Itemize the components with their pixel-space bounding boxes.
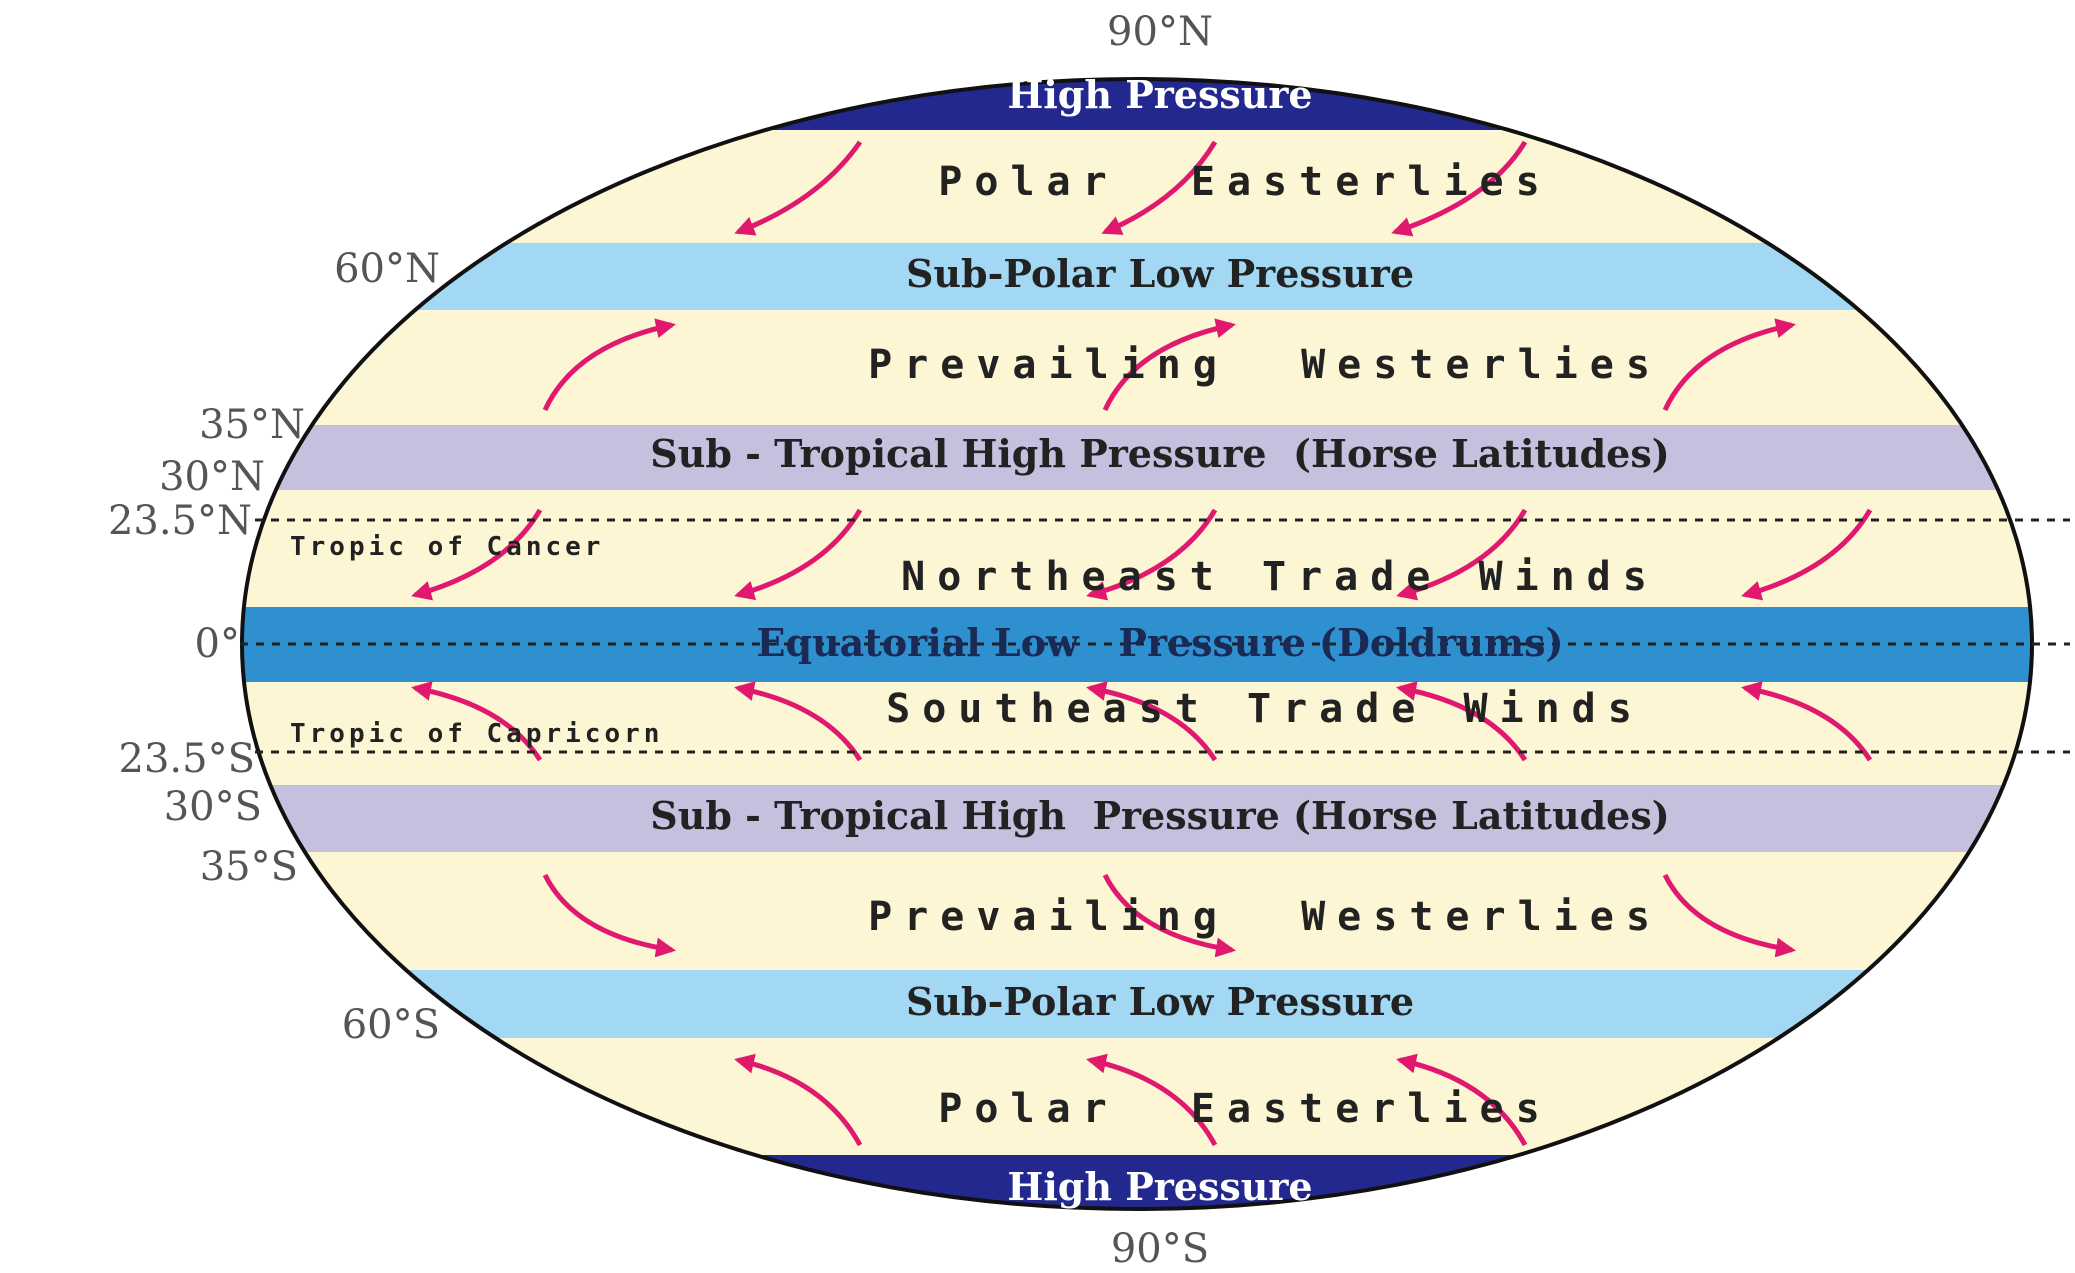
north-pole-label: 90°N <box>1107 9 1213 55</box>
south-subpolar-low-label: Sub-Polar Low Pressure <box>906 979 1414 1024</box>
north-high-pressure-label: High Pressure <box>1007 72 1312 117</box>
south-polar-easterlies-label: Polar Easterlies <box>938 1086 1551 1132</box>
tropic-of-cancer-label: Tropic of Cancer <box>290 532 604 562</box>
arrow-south-polar-2 <box>1086 1053 1218 1147</box>
south-subpolar-low-band <box>242 970 2032 1038</box>
north-prevailing-westerlies-label: Prevailing Westerlies <box>868 342 1662 388</box>
arrow-north-polar-1 <box>734 140 863 236</box>
arrow-south-westerly-2 <box>1102 873 1236 958</box>
arrow-north-polar-3 <box>1391 140 1528 237</box>
arrow-north-westerly-1 <box>542 318 676 412</box>
north-subtropical-high-label: Sub - Tropical High Pressure (Horse Lati… <box>650 431 1669 476</box>
arrow-se-trade-1 <box>411 681 543 762</box>
latitude-23s-label: 23.5°S <box>119 736 255 782</box>
north-subpolar-low-label: Sub-Polar Low Pressure <box>906 251 1414 296</box>
latitude-35s-label: 35°S <box>200 844 298 890</box>
south-prevailing-westerlies-label: Prevailing Westerlies <box>868 894 1662 940</box>
arrow-south-polar-3 <box>1396 1053 1528 1147</box>
tropic-of-capricorn-label: Tropic of Capricorn <box>290 719 663 749</box>
arrow-se-trade-5 <box>1741 681 1873 762</box>
south-subtropical-high-label: Sub - Tropical High Pressure (Horse Lati… <box>650 793 1669 838</box>
latitude-60n-label: 60°N <box>334 246 440 292</box>
arrow-south-westerly-3 <box>1662 873 1796 958</box>
wind-arrows <box>411 140 1873 1147</box>
arrow-north-westerly-2 <box>1102 318 1236 412</box>
arrow-ne-trade-2 <box>734 508 863 601</box>
latitude-23n-label: 23.5°N <box>108 498 252 544</box>
south-high-pressure-label: High Pressure <box>1007 1164 1312 1209</box>
northeast-trade-winds-label: Northeast Trade Winds <box>901 554 1659 600</box>
equatorial-low-label: Equatorial Low Pressure (Doldrums) <box>756 620 1563 665</box>
arrow-ne-trade-3 <box>1086 508 1218 601</box>
arrow-ne-trade-5 <box>1741 508 1873 601</box>
arrow-se-trade-4 <box>1396 681 1528 762</box>
latitude-60s-label: 60°S <box>342 1002 440 1048</box>
north-subpolar-low-band <box>242 243 2032 310</box>
arrow-ne-trade-1 <box>411 508 543 601</box>
latitude-30n-label: 30°N <box>159 454 265 500</box>
arrow-south-polar-1 <box>734 1053 863 1147</box>
south-subtropical-high-band <box>242 785 2032 852</box>
southeast-trade-winds-label: Southeast Trade Winds <box>886 686 1644 732</box>
latitude-35n-label: 35°N <box>199 402 305 448</box>
latitude-30s-label: 30°S <box>164 784 262 830</box>
arrow-se-trade-2 <box>734 681 863 762</box>
arrow-se-trade-3 <box>1086 681 1218 762</box>
north-subtropical-high-band <box>242 425 2032 490</box>
arrow-north-polar-2 <box>1101 140 1218 235</box>
latitude-0-label: 0° <box>195 621 240 667</box>
north-polar-easterlies-label: Polar Easterlies <box>938 159 1551 205</box>
arrow-north-westerly-3 <box>1662 318 1796 412</box>
arrow-south-westerly-1 <box>542 873 676 958</box>
arrow-ne-trade-4 <box>1396 508 1528 601</box>
south-pole-label: 90°S <box>1111 1226 1209 1272</box>
